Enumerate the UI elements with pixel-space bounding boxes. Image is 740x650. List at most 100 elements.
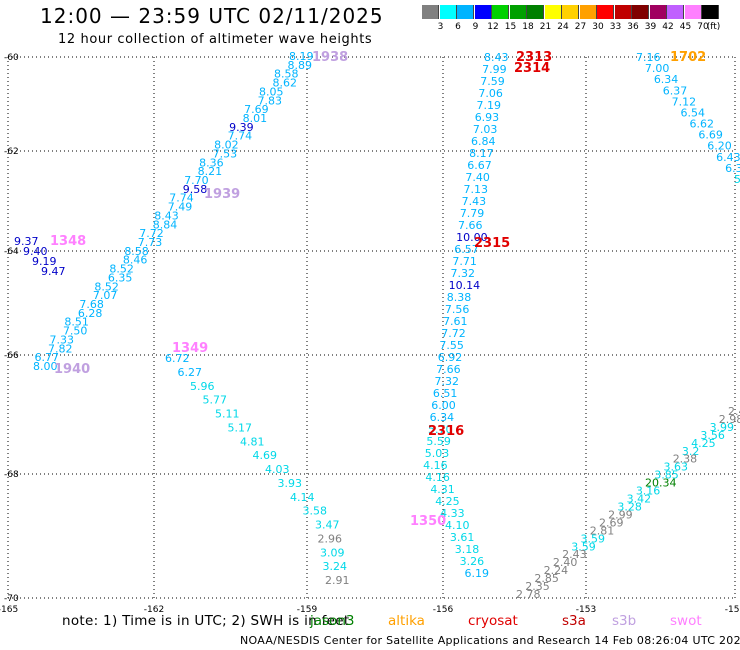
pass-label: 1702 — [670, 50, 706, 65]
wave-height-value: 8.62 — [273, 77, 298, 90]
wave-height-value: 7.33 — [49, 333, 73, 346]
wave-height-value: 8.02 — [214, 139, 239, 152]
latitude-tick-label: -68 — [4, 470, 19, 480]
longitude-tick-label: -150 — [725, 605, 740, 615]
wave-height-value: 5.77 — [203, 394, 228, 407]
wave-height-value: 4.81 — [240, 435, 265, 448]
wave-height-value: 3.47 — [315, 519, 340, 532]
wave-height-value: 7.32 — [451, 267, 476, 280]
wave-height-value: 20.34 — [645, 477, 677, 490]
wave-height-value: 4.25 — [691, 437, 716, 450]
wave-height-value: 7.71 — [452, 255, 477, 268]
footnote: note: 1) Time is in UTC; 2) SWH is in fe… — [62, 613, 350, 629]
wave-height-value: 6.00 — [431, 399, 456, 412]
wave-height-value: 7.49 — [168, 201, 193, 214]
wave-height-value: 7.12 — [672, 95, 697, 108]
wave-height-value: 8.52 — [94, 280, 119, 293]
wave-height-value: 7.72 — [441, 327, 466, 340]
wave-height-value: 4.16 — [425, 471, 450, 484]
wave-height-value: 4.33 — [440, 507, 465, 520]
wave-height-value: 7.16 — [636, 51, 661, 64]
satellite-legend-item: altika — [388, 613, 425, 629]
wave-height-value: 9.39 — [229, 121, 254, 134]
wave-height-value: 7.55 — [439, 339, 464, 352]
color-swatch — [457, 5, 474, 19]
wave-height-value: 4.25 — [435, 495, 460, 508]
wave-height-value: 8.43 — [484, 51, 509, 64]
wave-height-value: 5. — [734, 173, 740, 186]
wave-height-value: 8.58 — [124, 245, 149, 258]
wave-height-value: 9.40 — [23, 245, 48, 258]
color-scale-label: 6 — [455, 22, 461, 32]
wave-height-value: 6.19 — [465, 567, 490, 580]
wave-height-value: 8.89 — [288, 59, 313, 72]
wave-height-value: 6.57 — [454, 243, 479, 256]
wave-height-value: 6.27 — [178, 366, 203, 379]
wave-height-value: 2.78 — [516, 588, 541, 601]
wave-height-value: 3.59 — [581, 532, 606, 545]
wave-height-value: 8.21 — [198, 165, 223, 178]
wave-height-value: 2.85 — [534, 572, 559, 585]
pass-label: 1939 — [204, 187, 240, 202]
wave-height-value: 10.14 — [449, 279, 481, 292]
color-scale-label: 45 — [679, 22, 692, 32]
color-swatch — [684, 5, 702, 19]
wave-height-value: 3.61 — [450, 531, 475, 544]
wave-height-value: 2.4 — [728, 405, 740, 418]
pass-label: 1940 — [54, 362, 90, 377]
latitude-tick-label: -66 — [4, 351, 19, 361]
wave-height-value: 7.70 — [184, 174, 209, 187]
wave-height-value: 8.52 — [109, 263, 134, 276]
wave-height-value: 4.03 — [265, 463, 290, 476]
wave-height-value: 6.39 — [725, 162, 740, 175]
satellite-legend-item: cryosat — [468, 613, 518, 629]
wave-height-value: 9.19 — [32, 255, 57, 268]
pass-label: 1350 — [410, 514, 446, 529]
color-swatch — [439, 5, 457, 19]
pass-label: 2314 — [514, 61, 550, 76]
wave-height-value: 2.24 — [544, 564, 569, 577]
color-swatch — [667, 5, 684, 19]
wave-height-value: 5.59 — [426, 435, 451, 448]
wave-height-value: 6.43 — [716, 151, 740, 164]
wave-height-value: 7.82 — [48, 342, 73, 355]
color-scale-label: 33 — [609, 22, 622, 32]
color-swatch — [597, 5, 614, 19]
pass-label: 2313 — [516, 50, 552, 65]
wave-height-value: 3.59 — [571, 540, 596, 553]
wave-height-value: 5.96 — [190, 380, 215, 393]
pass-label: 2316 — [428, 424, 464, 439]
wave-height-value: 8.36 — [199, 156, 224, 169]
wave-height-value: 3.58 — [303, 505, 328, 518]
color-swatch — [562, 5, 579, 19]
wave-height-value: 8.46 — [123, 254, 148, 267]
wave-height-value: 4.10 — [445, 519, 470, 532]
color-scale-label: 39 — [644, 22, 657, 32]
wave-height-value: 6.54 — [681, 106, 706, 119]
wave-height-value: 8.43 — [154, 209, 179, 222]
color-scale-label: 36 — [627, 22, 639, 32]
color-scale-label: 27 — [574, 22, 587, 32]
latitude-tick-label: -64 — [4, 247, 19, 257]
wave-height-value: 3.42 — [627, 493, 652, 506]
wave-height-value: 9.37 — [14, 235, 39, 248]
wave-height-value: 8.84 — [153, 218, 178, 231]
wave-height-value: 7.69 — [244, 103, 268, 116]
wave-height-value: 7.50 — [63, 325, 88, 338]
wave-height-value: 3.63 — [663, 461, 688, 474]
wave-height-value: 6.93 — [475, 111, 500, 124]
wave-height-value: 7.56 — [445, 303, 470, 316]
wave-height-value: 8.00 — [33, 360, 58, 373]
wave-height-value: 2.43 — [562, 548, 587, 561]
wave-height-value: 3.28 — [617, 500, 642, 513]
longitude-tick-label: -159 — [297, 605, 318, 615]
longitude-tick-label: -153 — [576, 605, 596, 615]
wave-height-value: 7.66 — [458, 219, 483, 232]
wave-height-value: 7.61 — [443, 315, 468, 328]
color-swatch — [702, 5, 719, 19]
wave-height-value: 7.66 — [436, 363, 461, 376]
wave-height-value: 3.26 — [460, 555, 485, 568]
wave-height-value: 4.16 — [423, 459, 448, 472]
satellite-legend-item: s3a — [562, 613, 586, 629]
